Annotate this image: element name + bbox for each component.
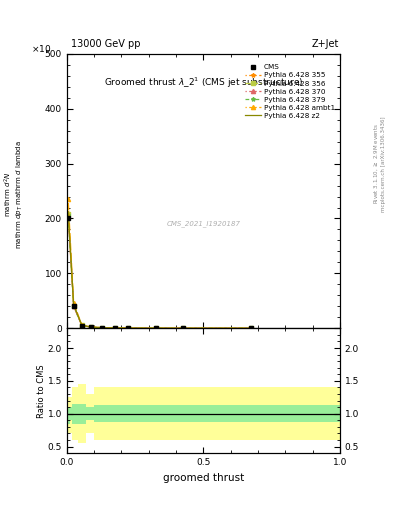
Pythia 6.428 z2 <box>71 302 76 308</box>
Text: $\times10$: $\times10$ <box>31 43 52 54</box>
CMS <box>71 303 76 309</box>
Pythia 6.428 370 <box>79 323 84 329</box>
Pythia 6.428 z2 <box>112 325 117 331</box>
Line: CMS: CMS <box>66 216 253 331</box>
Pythia 6.428 z2 <box>100 325 105 331</box>
Pythia 6.428 ambt1 <box>79 322 84 328</box>
Line: Pythia 6.428 379: Pythia 6.428 379 <box>66 212 253 330</box>
Pythia 6.428 356 <box>89 324 94 330</box>
Pythia 6.428 356 <box>71 303 76 309</box>
Pythia 6.428 355 <box>153 325 158 331</box>
Pythia 6.428 ambt1 <box>249 325 253 331</box>
Pythia 6.428 ambt1 <box>66 196 70 202</box>
Text: Rivet 3.1.10, $\geq$ 2.9M events: Rivet 3.1.10, $\geq$ 2.9M events <box>372 123 380 204</box>
Pythia 6.428 370 <box>89 324 94 330</box>
Line: Pythia 6.428 370: Pythia 6.428 370 <box>66 214 253 330</box>
Pythia 6.428 ambt1 <box>126 325 130 331</box>
X-axis label: groomed thrust: groomed thrust <box>163 473 244 482</box>
Pythia 6.428 370 <box>71 303 76 309</box>
Pythia 6.428 355 <box>100 325 105 331</box>
Pythia 6.428 379 <box>180 325 185 331</box>
Pythia 6.428 356 <box>66 211 70 217</box>
Pythia 6.428 355 <box>126 325 130 331</box>
Pythia 6.428 379 <box>79 323 84 329</box>
CMS <box>79 323 84 329</box>
CMS <box>66 216 70 222</box>
Pythia 6.428 356 <box>126 325 130 331</box>
Line: Pythia 6.428 z2: Pythia 6.428 z2 <box>68 212 251 328</box>
Pythia 6.428 ambt1 <box>112 325 117 331</box>
CMS <box>180 325 185 331</box>
Legend: CMS, Pythia 6.428 355, Pythia 6.428 356, Pythia 6.428 370, Pythia 6.428 379, Pyt: CMS, Pythia 6.428 355, Pythia 6.428 356,… <box>244 63 336 120</box>
Pythia 6.428 370 <box>100 325 105 331</box>
Pythia 6.428 370 <box>112 325 117 331</box>
Line: Pythia 6.428 356: Pythia 6.428 356 <box>66 212 253 330</box>
Pythia 6.428 356 <box>79 323 84 329</box>
Pythia 6.428 356 <box>112 325 117 331</box>
Text: 13000 GeV pp: 13000 GeV pp <box>71 38 140 49</box>
CMS <box>249 325 253 331</box>
Pythia 6.428 355 <box>112 325 117 331</box>
Pythia 6.428 379 <box>126 325 130 331</box>
Pythia 6.428 z2 <box>79 322 84 328</box>
Line: Pythia 6.428 ambt1: Pythia 6.428 ambt1 <box>66 197 253 330</box>
Pythia 6.428 379 <box>153 325 158 331</box>
Pythia 6.428 356 <box>153 325 158 331</box>
Text: CMS_2021_I1920187: CMS_2021_I1920187 <box>166 221 241 227</box>
Pythia 6.428 355 <box>79 322 84 328</box>
Pythia 6.428 370 <box>66 212 70 219</box>
CMS <box>126 325 130 331</box>
Pythia 6.428 379 <box>66 211 70 218</box>
Pythia 6.428 ambt1 <box>71 300 76 306</box>
Pythia 6.428 355 <box>249 325 253 331</box>
Pythia 6.428 z2 <box>126 325 130 331</box>
Pythia 6.428 ambt1 <box>100 325 105 331</box>
Y-axis label: Ratio to CMS: Ratio to CMS <box>37 364 46 417</box>
Text: mathrm $d^2N$
mathrm $dp_T$ mathrm $d$ lambda: mathrm $d^2N$ mathrm $dp_T$ mathrm $d$ l… <box>2 140 25 249</box>
Pythia 6.428 z2 <box>180 325 185 331</box>
Pythia 6.428 z2 <box>89 324 94 330</box>
Pythia 6.428 356 <box>100 325 105 331</box>
Pythia 6.428 370 <box>180 325 185 331</box>
Pythia 6.428 379 <box>112 325 117 331</box>
Text: mcplots.cern.ch [arXiv:1306.3436]: mcplots.cern.ch [arXiv:1306.3436] <box>381 116 386 211</box>
Text: Groomed thrust $\lambda\_2^1$ (CMS jet substructure): Groomed thrust $\lambda\_2^1$ (CMS jet s… <box>104 76 303 90</box>
Pythia 6.428 ambt1 <box>89 324 94 330</box>
CMS <box>112 325 117 331</box>
Pythia 6.428 ambt1 <box>153 325 158 331</box>
Pythia 6.428 379 <box>100 325 105 331</box>
CMS <box>100 325 105 331</box>
Pythia 6.428 355 <box>180 325 185 331</box>
Pythia 6.428 355 <box>71 302 76 308</box>
Pythia 6.428 379 <box>249 325 253 331</box>
Pythia 6.428 z2 <box>249 325 253 331</box>
Pythia 6.428 355 <box>89 324 94 330</box>
CMS <box>89 324 94 330</box>
Pythia 6.428 379 <box>89 324 94 330</box>
Pythia 6.428 356 <box>249 325 253 331</box>
Pythia 6.428 z2 <box>153 325 158 331</box>
Text: Z+Jet: Z+Jet <box>311 38 339 49</box>
Pythia 6.428 356 <box>180 325 185 331</box>
CMS <box>153 325 158 331</box>
Pythia 6.428 355 <box>66 210 70 216</box>
Line: Pythia 6.428 355: Pythia 6.428 355 <box>66 211 253 330</box>
Pythia 6.428 379 <box>71 303 76 309</box>
Pythia 6.428 ambt1 <box>180 325 185 331</box>
Pythia 6.428 370 <box>126 325 130 331</box>
Pythia 6.428 370 <box>249 325 253 331</box>
Pythia 6.428 z2 <box>66 209 70 215</box>
Pythia 6.428 370 <box>153 325 158 331</box>
